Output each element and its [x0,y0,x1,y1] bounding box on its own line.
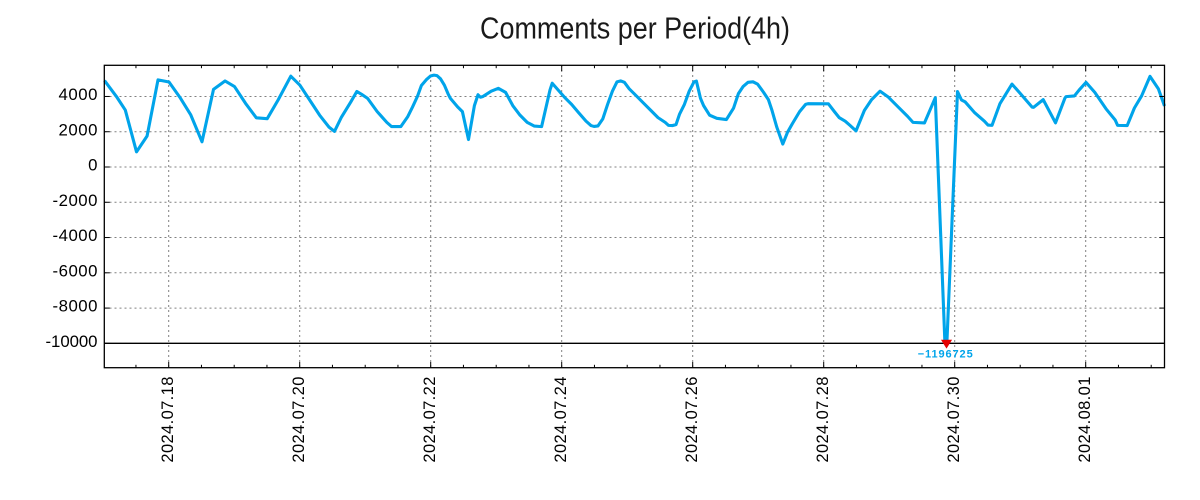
svg-text:2024.07.26: 2024.07.26 [683,377,701,463]
svg-text:2024.07.22: 2024.07.22 [421,377,439,463]
svg-text:0: 0 [88,156,97,175]
svg-text:2000: 2000 [59,120,98,139]
svg-text:2024.08.01: 2024.08.01 [1076,377,1094,463]
svg-text:2024.07.18: 2024.07.18 [159,377,177,463]
svg-text:2024.07.20: 2024.07.20 [290,377,308,463]
svg-text:-10000: -10000 [46,332,98,351]
svg-text:−1196725: −1196725 [918,349,973,361]
svg-text:Comments per Period(4h): Comments per Period(4h) [480,11,790,46]
svg-text:-6000: -6000 [53,261,98,280]
svg-text:-8000: -8000 [53,297,98,316]
svg-text:2024.07.28: 2024.07.28 [814,377,832,463]
svg-text:2024.07.30: 2024.07.30 [945,377,963,463]
svg-text:-2000: -2000 [53,191,98,210]
svg-text:4000: 4000 [59,85,98,104]
svg-text:2024.07.24: 2024.07.24 [552,377,570,463]
svg-text:-4000: -4000 [53,226,98,245]
